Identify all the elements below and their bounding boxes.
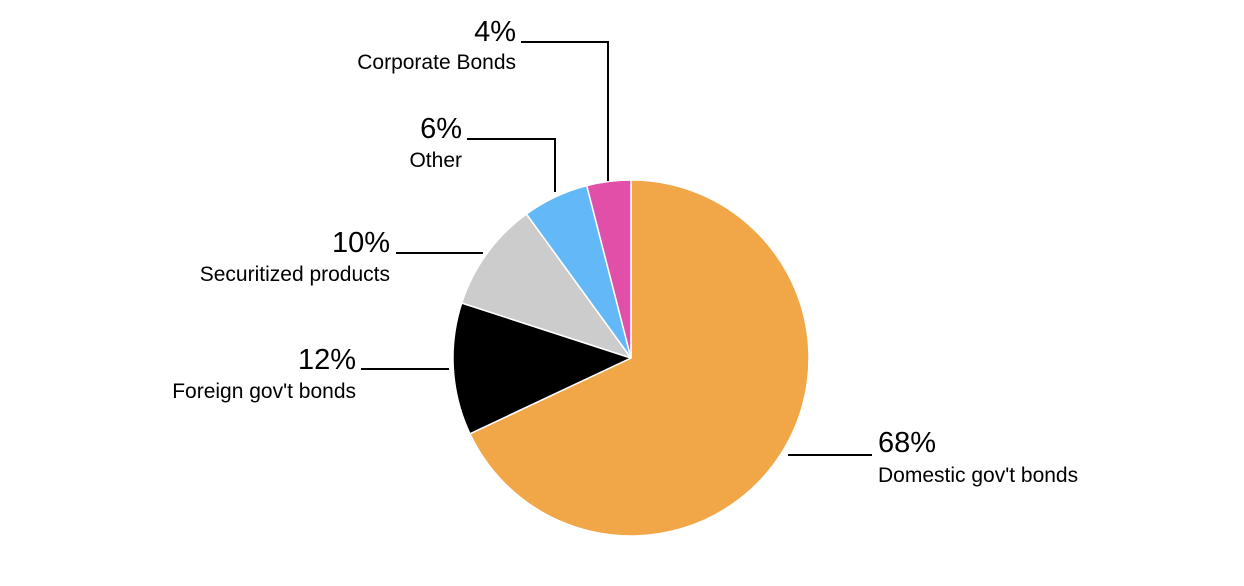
- slice-name-label-securitized-products: Securitized products: [200, 263, 390, 286]
- slice-name-label-corporate-bonds: Corporate Bonds: [357, 51, 516, 74]
- slice-percent-label-other: 6%: [420, 113, 462, 145]
- leader-line-other: [467, 138, 556, 192]
- pie-slice-corporate-bonds: [585, 179, 632, 359]
- slice-name-label-foreign-gov-t-bonds: Foreign gov't bonds: [172, 380, 356, 403]
- pie-slice-domestic-gov-t-bonds: [469, 179, 810, 537]
- slice-name-label-domestic-gov-t-bonds: Domestic gov't bonds: [878, 464, 1078, 487]
- pie-slice-foreign-gov-t-bonds: [452, 302, 632, 435]
- leader-line-corporate-bonds: [521, 41, 609, 181]
- slice-percent-label-securitized-products: 10%: [332, 227, 390, 259]
- slice-percent-label-corporate-bonds: 4%: [474, 16, 516, 48]
- pie-slice-securitized-products: [460, 213, 632, 359]
- slice-name-label-other: Other: [409, 149, 462, 172]
- slice-percent-label-domestic-gov-t-bonds: 68%: [878, 427, 936, 459]
- slice-percent-label-foreign-gov-t-bonds: 12%: [298, 344, 356, 376]
